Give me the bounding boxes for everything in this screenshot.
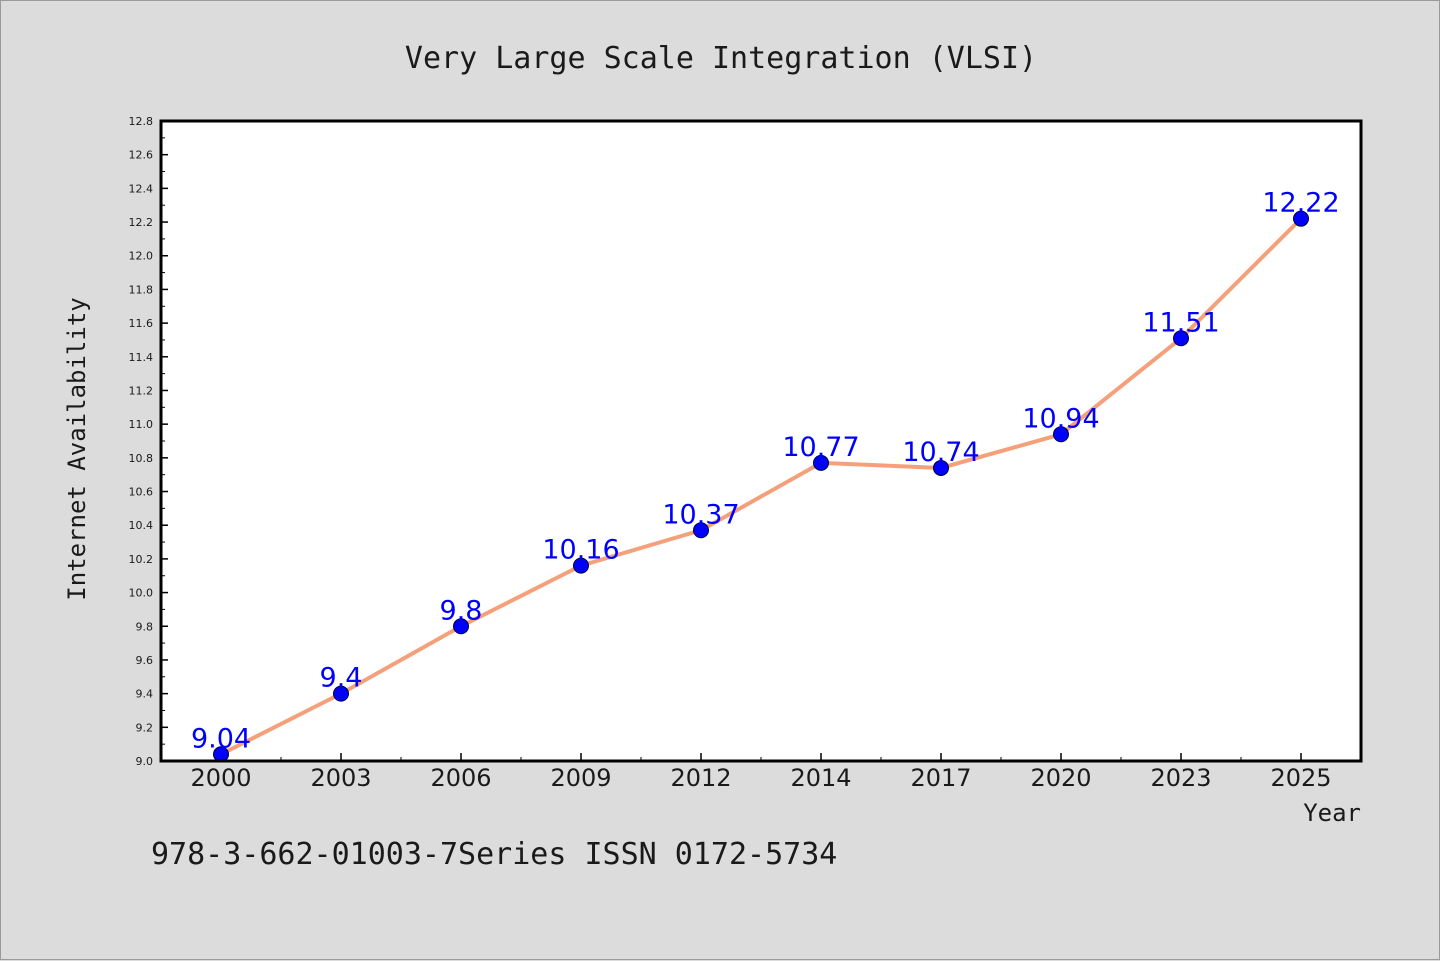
data-point-marker <box>1053 426 1069 443</box>
plot-frame <box>159 119 1363 763</box>
x-tick-label: 2012 <box>670 764 731 792</box>
x-tick-label: 2017 <box>910 764 971 792</box>
data-point-marker <box>1293 210 1309 227</box>
data-point-label: 10.37 <box>662 499 739 530</box>
data-point-label: 9.8 <box>440 595 483 626</box>
x-tick-label: 2023 <box>1150 764 1211 792</box>
data-point-marker <box>453 618 469 635</box>
y-tick-label: 9.0 <box>136 755 154 768</box>
x-tick-label: 2014 <box>790 764 851 792</box>
y-tick-label: 12.0 <box>129 250 154 263</box>
data-markers <box>213 210 1309 763</box>
y-tick-label: 11.4 <box>129 351 154 364</box>
data-point-marker <box>573 557 589 574</box>
y-tick-label: 11.6 <box>129 317 154 330</box>
data-point-label: 10.94 <box>1022 403 1099 434</box>
y-tick-label: 12.6 <box>129 149 154 162</box>
y-tick-label: 9.4 <box>136 688 154 701</box>
x-tick-label: 2025 <box>1270 764 1331 792</box>
y-tick-label: 10.8 <box>129 452 154 465</box>
data-point-label: 10.74 <box>902 437 979 468</box>
y-tick-label: 12.2 <box>129 216 154 229</box>
x-tick-label: 2006 <box>430 764 491 792</box>
data-point-label: 10.16 <box>542 535 619 566</box>
data-point-label: 9.04 <box>191 723 251 754</box>
y-tick-label: 11.2 <box>129 384 154 397</box>
y-axis-label: Internet Availability <box>63 297 91 600</box>
data-point-marker <box>1173 330 1189 347</box>
data-point-marker <box>693 522 709 539</box>
data-point-label: 9.4 <box>320 663 363 694</box>
data-labels: 9.04 9.4 9.8 10.16 10.37 10.77 10.74 10.94 11.51… <box>191 188 1340 755</box>
y-tick-label: 10.6 <box>129 486 154 499</box>
data-point-label: 10.77 <box>782 432 859 463</box>
x-tick-label: 2020 <box>1030 764 1091 792</box>
series-line-layer <box>219 216 1303 757</box>
data-point-label: 11.51 <box>1142 307 1219 338</box>
y-tick-label: 10.0 <box>129 587 154 600</box>
footer-isbn-text: 978-3-662-01003-7Series ISSN 0172-5734 <box>151 837 837 872</box>
y-tick-label: 9.8 <box>136 620 154 633</box>
y-tick-label: 9.2 <box>136 721 154 734</box>
y-tick-label: 12.8 <box>129 115 154 128</box>
data-point-marker <box>813 454 829 471</box>
x-tick-label: 2003 <box>310 764 371 792</box>
y-tick-label: 12.4 <box>129 182 154 195</box>
plot-area <box>161 121 1361 761</box>
chart-title: Very Large Scale Integration (VLSI) <box>405 41 1037 76</box>
y-tick-label: 10.4 <box>129 519 154 532</box>
y-tick-label: 11.0 <box>129 418 154 431</box>
axis-ticks: 9.0 9.2 9.4 9.6 9.8 10.0 10.2 10.4 10.6 10.8 11.0 1… <box>129 115 1332 792</box>
data-point-marker <box>933 459 949 476</box>
data-point-label: 12.22 <box>1262 188 1339 219</box>
x-tick-label: 2009 <box>550 764 611 792</box>
data-point-marker <box>333 685 349 702</box>
y-tick-label: 11.8 <box>129 283 154 296</box>
y-tick-label: 9.6 <box>136 654 154 667</box>
x-axis-label: Year <box>1303 799 1361 827</box>
series-line <box>219 216 1303 757</box>
y-tick-label: 10.2 <box>129 553 154 566</box>
x-tick-label: 2000 <box>190 764 251 792</box>
